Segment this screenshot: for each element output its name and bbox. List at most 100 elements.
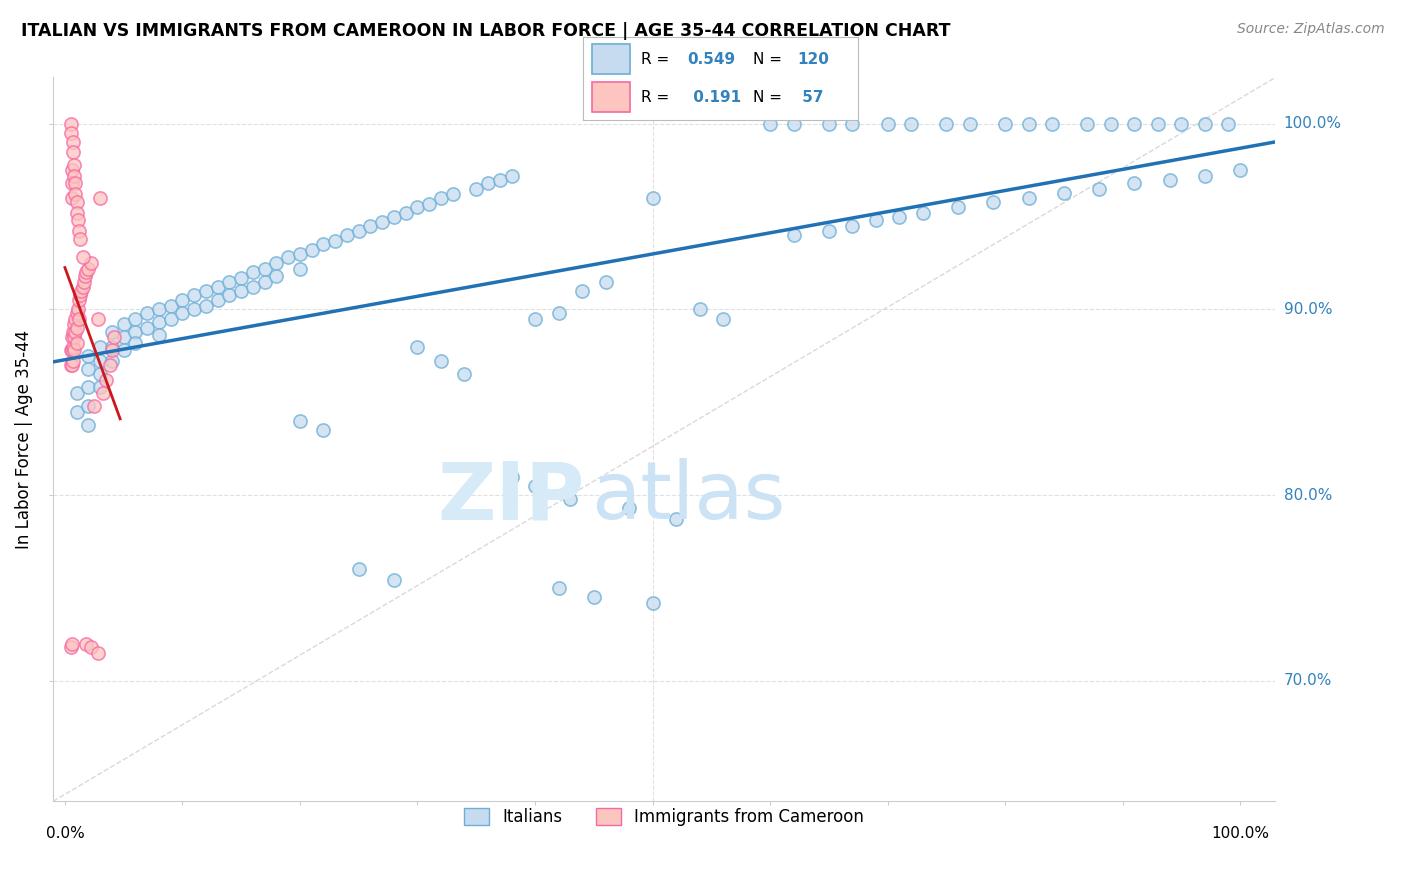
Point (524, 479, 547, 493)
Point (63, 158, 86, 172)
Point (782, 228, 804, 243)
Point (266, 268, 288, 283)
Point (77, 417, 100, 432)
Point (359, 219, 381, 233)
Point (172, 293, 194, 308)
Point (1159, 172, 1181, 186)
Point (183, 287, 205, 301)
Point (312, 423, 335, 437)
Point (148, 315, 170, 329)
Point (430, 354, 453, 368)
Point (983, 194, 1005, 209)
Point (89, 368, 111, 382)
Point (253, 275, 276, 289)
Point (1088, 182, 1111, 196)
Point (75, 636, 97, 650)
Text: 100.0%: 100.0% (1211, 826, 1270, 841)
Point (65, 187, 87, 202)
Point (89, 354, 111, 368)
Point (465, 182, 488, 196)
Point (112, 330, 135, 344)
Point (124, 335, 146, 350)
Point (63, 318, 86, 332)
Point (818, 117, 841, 131)
Point (1123, 176, 1146, 190)
Point (876, 117, 898, 131)
Point (547, 306, 569, 320)
Point (453, 368, 475, 382)
Point (62, 145, 84, 159)
Point (782, 117, 804, 131)
Point (89, 340, 111, 354)
Point (62, 340, 84, 354)
Text: 120: 120 (797, 52, 830, 67)
Point (69, 232, 91, 246)
Point (547, 581, 569, 595)
Point (207, 280, 229, 294)
Point (66, 321, 89, 335)
Point (159, 299, 181, 313)
Point (641, 191, 664, 205)
Point (73, 268, 96, 283)
Point (841, 117, 863, 131)
Point (89, 191, 111, 205)
Point (911, 206, 934, 220)
Point (617, 501, 640, 516)
Point (101, 354, 124, 368)
Point (60, 191, 83, 205)
Point (288, 414, 311, 428)
Point (277, 251, 299, 265)
Point (1099, 117, 1122, 131)
Point (371, 215, 394, 229)
Point (80, 640, 103, 655)
Point (112, 318, 135, 332)
Point (148, 328, 170, 343)
Point (60, 636, 83, 650)
Point (75, 265, 97, 279)
Point (66, 206, 89, 220)
Y-axis label: In Labor Force | Age 35-44: In Labor Force | Age 35-44 (15, 330, 32, 549)
Point (72, 251, 94, 265)
Point (406, 200, 429, 214)
Point (865, 213, 887, 227)
Point (301, 243, 323, 257)
Point (959, 117, 981, 131)
Point (67, 311, 90, 326)
Point (67, 293, 90, 308)
Text: 0.0%: 0.0% (45, 826, 84, 841)
Point (80, 256, 103, 270)
Point (1076, 117, 1098, 131)
Point (77, 349, 100, 363)
Point (582, 590, 605, 604)
Point (66, 302, 89, 317)
Text: ITALIAN VS IMMIGRANTS FROM CAMEROON IN LABOR FORCE | AGE 35-44 CORRELATION CHART: ITALIAN VS IMMIGRANTS FROM CAMEROON IN L… (21, 22, 950, 40)
Point (77, 362, 100, 376)
Text: 0.191: 0.191 (688, 90, 741, 104)
Point (231, 271, 253, 285)
Point (63, 169, 86, 183)
Point (266, 256, 288, 270)
Point (1194, 117, 1216, 131)
Point (89, 380, 111, 394)
Bar (592, 82, 630, 112)
Text: 57: 57 (797, 90, 824, 104)
Point (488, 172, 510, 186)
Text: 100.0%: 100.0% (1284, 116, 1341, 131)
Point (66, 386, 89, 401)
Point (689, 302, 711, 317)
Point (183, 302, 205, 317)
Point (1218, 117, 1240, 131)
Point (62, 136, 84, 150)
Point (101, 325, 124, 339)
Point (994, 117, 1017, 131)
Point (77, 380, 100, 394)
Point (62, 325, 84, 339)
Point (124, 325, 146, 339)
Point (60, 176, 83, 190)
Point (101, 340, 124, 354)
Text: R =: R = (641, 90, 669, 104)
Text: N =: N = (754, 90, 783, 104)
Point (112, 343, 135, 358)
Point (77, 261, 100, 276)
Legend: Italians, Immigrants from Cameroon: Italians, Immigrants from Cameroon (457, 801, 870, 833)
